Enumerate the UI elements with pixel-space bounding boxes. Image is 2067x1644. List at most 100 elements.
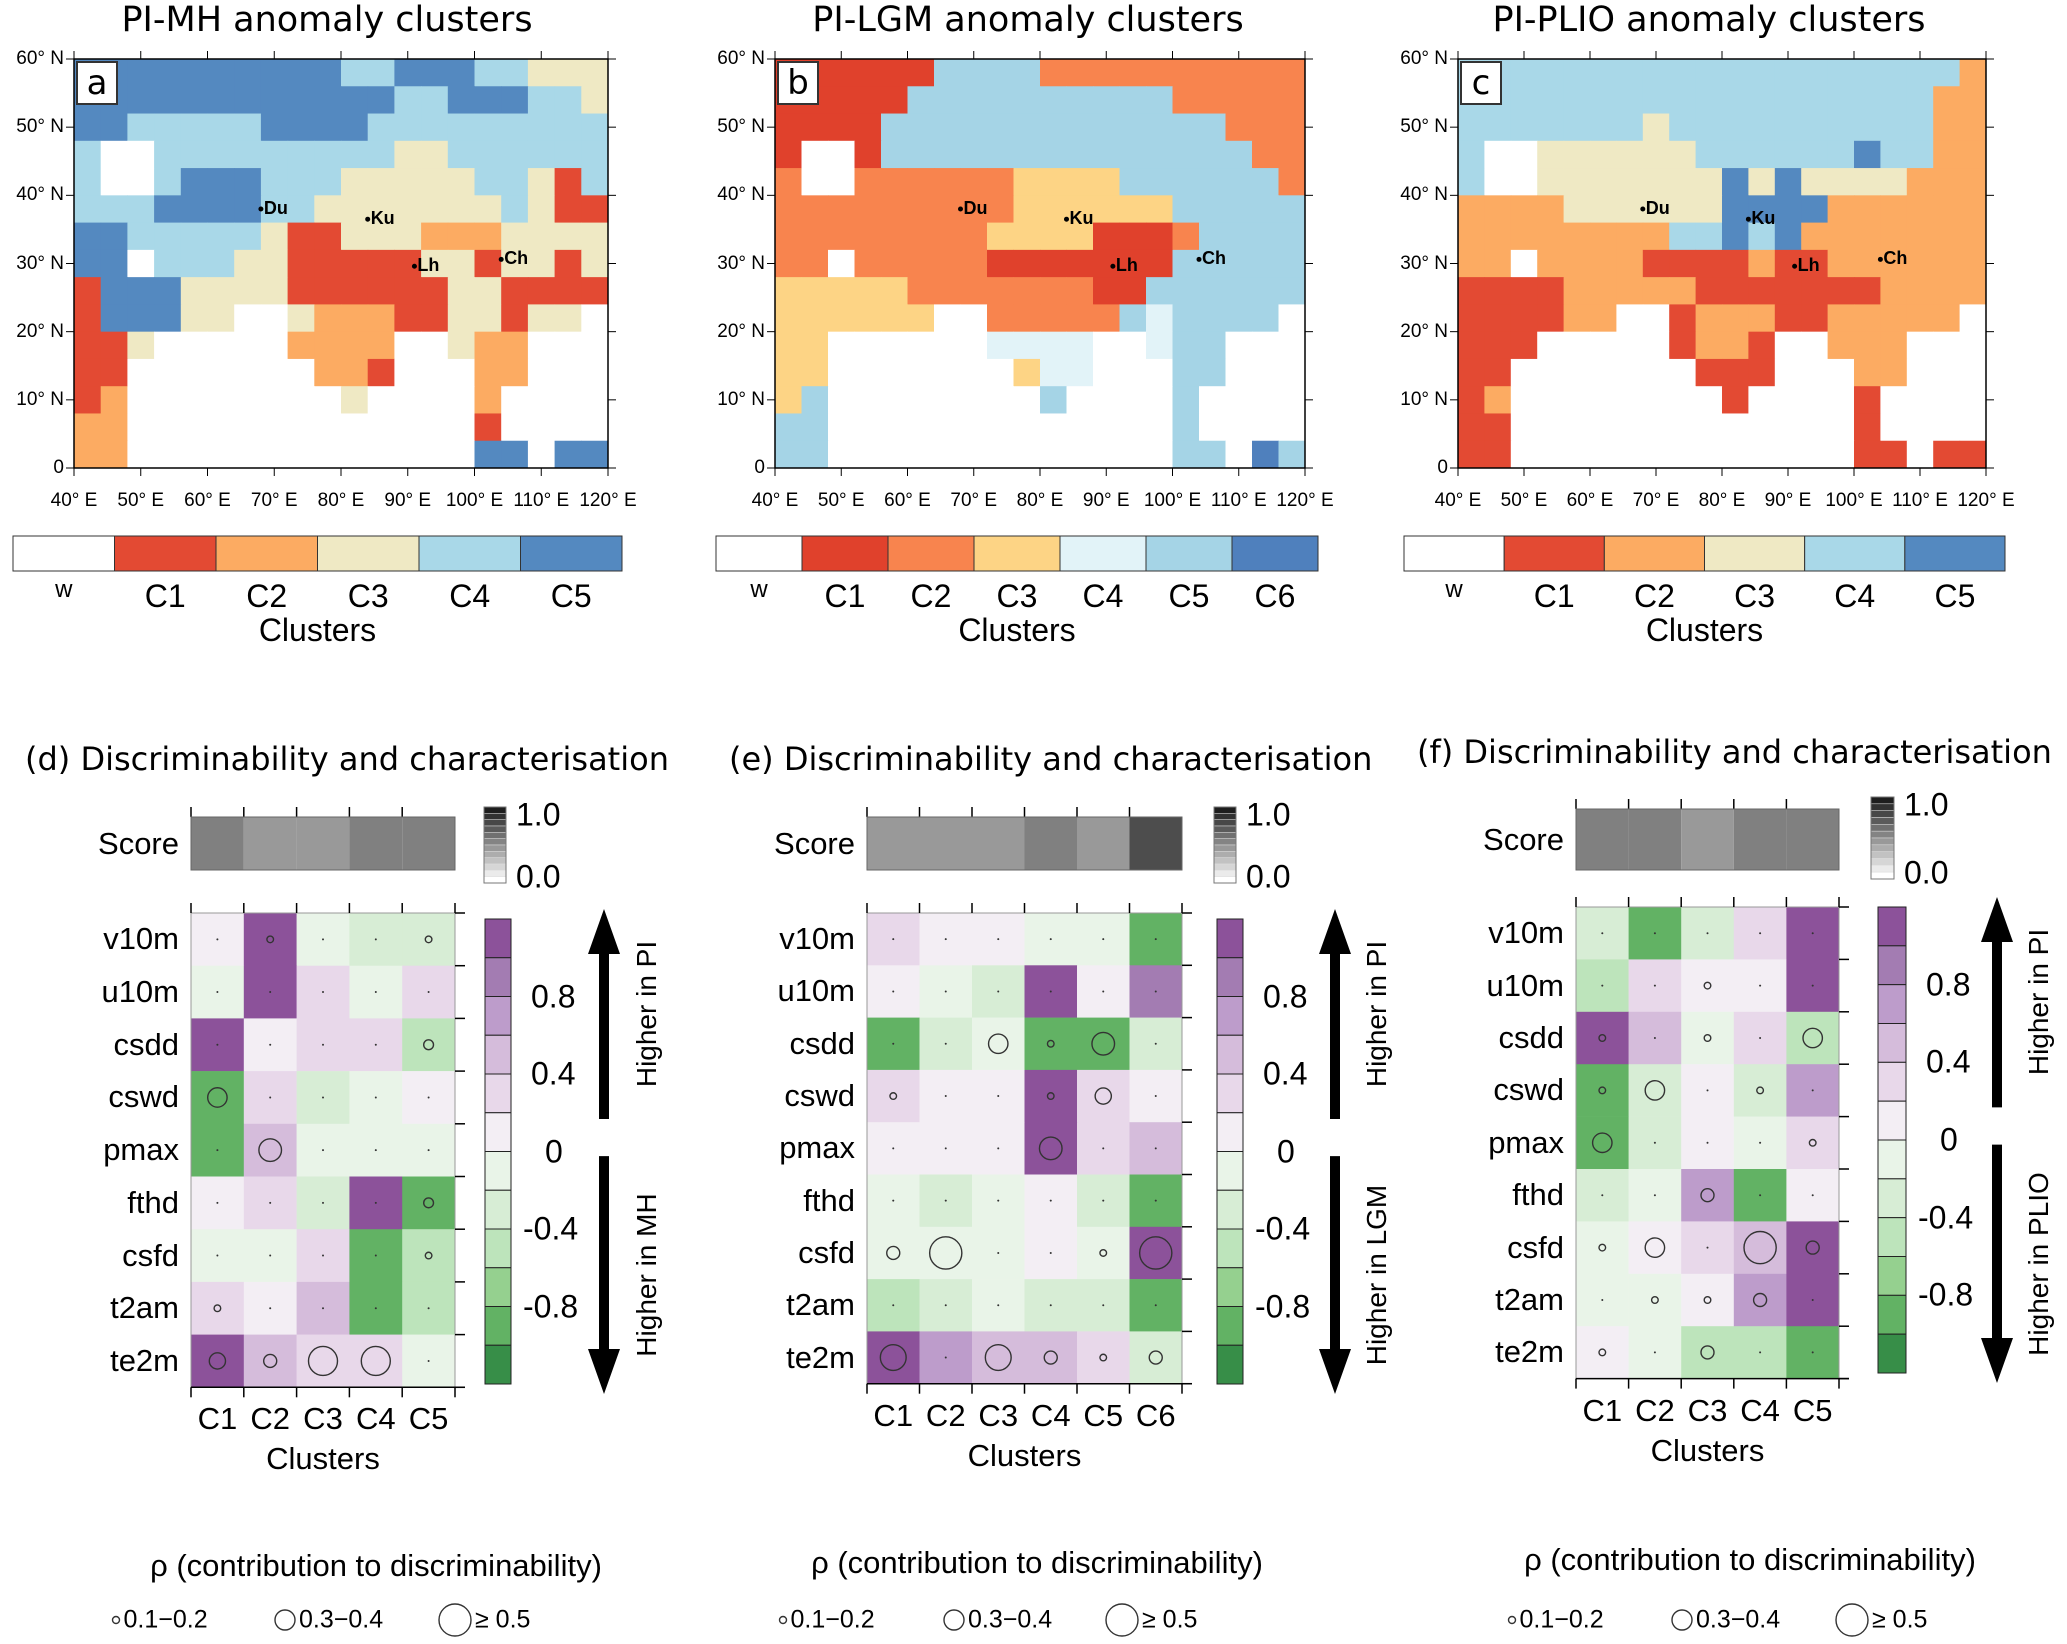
map-cell [581,86,609,115]
rho-dot [269,1096,272,1099]
map-cell [881,222,908,251]
map-cell [881,249,908,278]
map-cell [1013,249,1041,278]
map-title: PI-LGM anomaly clusters [812,0,1244,40]
map-cell [287,440,315,469]
map-cell [367,331,395,360]
map-cell [1040,222,1067,251]
map-cell [367,277,395,305]
map-cell [854,86,882,115]
colorbar-step [484,1306,512,1346]
legend-swatch [1503,535,1605,572]
map-cell [1093,113,1120,142]
map-cell [1669,249,1697,278]
map-cell [1959,440,1987,469]
map-cell [828,168,855,196]
variable-label: t2am [786,1287,855,1323]
map-cell [1172,249,1200,278]
cluster-label: C4 [1740,1392,1780,1428]
map-cell [100,168,128,196]
map-cell [987,249,1014,278]
rho-legend-title: ρ (contribution to discriminability) [811,1545,1263,1580]
map-cell [1827,249,1855,278]
map-cell [1199,304,1226,333]
map-cell [1278,331,1306,360]
map-cell [127,386,155,414]
map-cell [854,358,882,387]
rho-circle [987,1033,1009,1055]
colorbar-step [484,1189,512,1230]
map-cell [154,168,182,196]
map-cell [554,140,582,169]
map-cell [100,222,128,251]
map-cell [527,440,556,469]
city-label: Lh [1797,255,1820,276]
heatmap-cell [1681,959,1735,1013]
map-cell [260,277,289,305]
rho-dot [427,1149,430,1152]
score-colorbar-step [1870,851,1895,859]
variable-label: csdd [789,1025,855,1061]
rho-circle [307,1345,339,1377]
map-cell [1458,277,1485,305]
lat-tick-label: 50° N [1400,116,1448,138]
map-cell [1510,331,1538,360]
map-cell [1146,168,1173,196]
variable-label: t2am [110,1290,179,1326]
map-cell [1278,249,1306,278]
map-cell [1642,249,1670,278]
colorbar-step [1877,1023,1907,1063]
colorbar-step [1216,1189,1244,1230]
score-colorbar-step [483,851,507,858]
map-cell [1199,331,1226,360]
map-cell [581,195,609,224]
map-cell [154,386,182,414]
lon-tick-label: 80° E [317,490,365,511]
map-cell [260,413,289,442]
rho-dot [322,1149,324,1152]
map-cell [907,386,935,414]
map-cell [1669,440,1697,469]
map-cell [1093,195,1120,224]
map-cell [1537,222,1565,251]
map-cell [1827,331,1855,360]
map-cell [287,140,315,169]
score-cell [1077,817,1130,870]
map-cell [1172,386,1200,414]
map-cell [775,358,802,387]
map-cell [1225,331,1253,360]
city-marker [958,206,963,212]
map-cell [1722,140,1749,169]
rho-legend-label: 0.1−0.2 [1519,1605,1604,1634]
map-cell [1854,440,1881,469]
map-cell [421,195,449,224]
map-cell [74,331,102,360]
legend-label: C2 [910,578,952,614]
map-cell [1278,113,1306,142]
map-cell [775,386,802,414]
map-cell [447,277,475,305]
city-label: Ch [1883,248,1908,269]
map-cell [1563,277,1591,305]
map-cell [1669,59,1697,87]
score-colorbar-max: 1.0 [1904,786,1949,823]
heatmap-cell [1681,1326,1735,1379]
map-cell [1959,386,1987,414]
map-cell [581,304,609,333]
lon-tick-label: 60° E [1566,490,1614,511]
map-cell [1119,113,1147,142]
map-cell [1827,86,1855,115]
map-cell [1880,386,1908,414]
rho-dot [892,990,895,993]
map-cell [501,113,529,142]
map-cell [394,140,422,169]
variable-label: v10m [779,921,855,957]
map-cell [1066,59,1094,87]
map-cell [1040,440,1067,469]
map-cell [987,331,1014,360]
map-cell [1590,304,1617,333]
score-cell [1681,809,1734,870]
map-cell [501,168,529,196]
map-cell [341,59,369,87]
score-colorbar-step [483,876,507,884]
